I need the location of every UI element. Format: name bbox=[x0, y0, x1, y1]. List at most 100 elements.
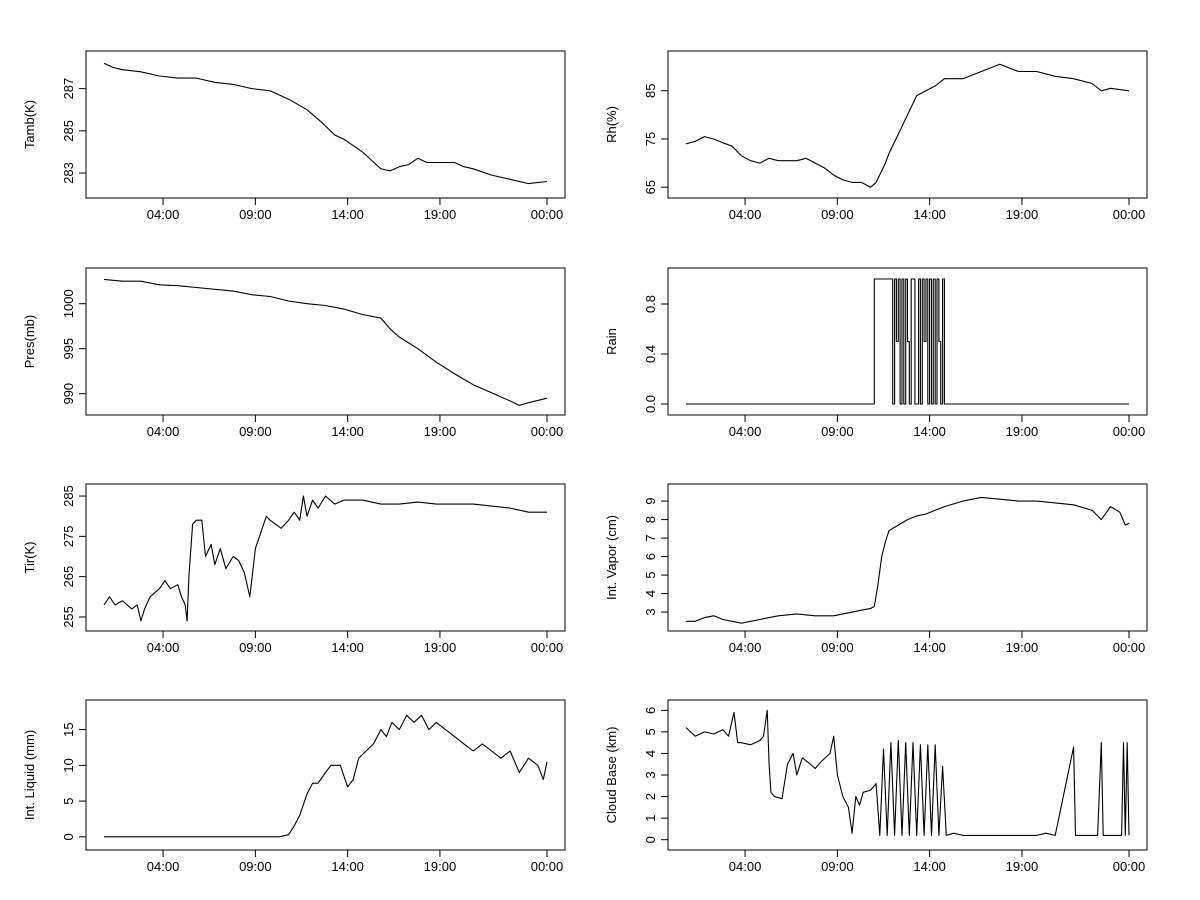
panel-1: 04:00 09:00 14:00 19:00 00:00 283 285 287 Tamb(K… bbox=[22, 50, 566, 222]
x-tick-label: 14:00 bbox=[331, 207, 364, 222]
y-axis-label: Cloud Base (km) bbox=[604, 727, 619, 824]
x-tick-label: 09:00 bbox=[821, 207, 854, 222]
y-tick-label: 5 bbox=[61, 797, 76, 804]
x-tick-label: 04:00 bbox=[729, 859, 762, 874]
y-tick-label: 285 bbox=[61, 120, 76, 142]
plot-frame bbox=[667, 483, 1148, 632]
x-tick-label: 09:00 bbox=[821, 424, 854, 439]
x-tick-label: 04:00 bbox=[147, 859, 180, 874]
series-line bbox=[685, 63, 1130, 188]
x-tick-label: 14:00 bbox=[913, 640, 946, 655]
series-line bbox=[104, 714, 548, 838]
x-tick-label: 14:00 bbox=[331, 859, 364, 874]
x-tick-label: 00:00 bbox=[531, 207, 564, 222]
x-tick-label: 19:00 bbox=[1006, 424, 1039, 439]
y-tick-label: 85 bbox=[643, 84, 658, 98]
y-tick-label: 990 bbox=[61, 383, 76, 405]
x-tick-label: 00:00 bbox=[1113, 640, 1146, 655]
y-tick-label: 10 bbox=[61, 758, 76, 772]
plot-frame bbox=[85, 267, 566, 416]
panel-2: 04:00 09:00 14:00 19:00 00:00 65 75 85 Rh(%) bbox=[604, 50, 1148, 222]
y-tick-label: 0 bbox=[643, 836, 658, 843]
y-tick-label: 283 bbox=[61, 162, 76, 184]
y-axis-label: Tir(K) bbox=[22, 541, 37, 573]
y-axis-label: Rain bbox=[604, 328, 619, 355]
y-tick-label: 3 bbox=[643, 771, 658, 778]
y-tick-label: 0.4 bbox=[643, 345, 658, 363]
y-tick-label: 2 bbox=[643, 793, 658, 800]
y-tick-label: 7 bbox=[643, 534, 658, 541]
y-axis-label: Pres(mb) bbox=[22, 315, 37, 368]
x-tick-label: 19:00 bbox=[1006, 207, 1039, 222]
x-tick-label: 14:00 bbox=[331, 424, 364, 439]
series-line bbox=[103, 278, 548, 406]
x-tick-label: 04:00 bbox=[729, 424, 762, 439]
y-tick-label: 0.8 bbox=[643, 295, 658, 313]
y-tick-label: 5 bbox=[643, 728, 658, 735]
series-line bbox=[685, 709, 1130, 836]
y-tick-label: 275 bbox=[61, 525, 76, 547]
x-tick-label: 09:00 bbox=[239, 424, 272, 439]
panel-8: 04:00 09:00 14:00 19:00 00:00 0 1 2 3 4 5 6 Cloud Ba… bbox=[604, 699, 1148, 874]
y-tick-label: 995 bbox=[61, 338, 76, 360]
y-axis-label: Int. Vapor (cm) bbox=[604, 515, 619, 600]
plot-frame bbox=[667, 267, 1148, 416]
x-tick-label: 04:00 bbox=[147, 640, 180, 655]
y-tick-label: 287 bbox=[61, 78, 76, 100]
series-line bbox=[686, 496, 1130, 624]
x-tick-label: 00:00 bbox=[1113, 207, 1146, 222]
series-line bbox=[103, 62, 548, 185]
y-tick-label: 5 bbox=[643, 571, 658, 578]
panel-4: 04:00 09:00 14:00 19:00 00:00 0.0 0.4 0.8 Rain bbox=[604, 267, 1148, 439]
y-tick-label: 15 bbox=[61, 722, 76, 736]
x-tick-label: 19:00 bbox=[424, 859, 457, 874]
y-tick-label: 9 bbox=[643, 497, 658, 504]
x-tick-label: 09:00 bbox=[821, 640, 854, 655]
x-tick-label: 09:00 bbox=[239, 207, 272, 222]
x-tick-label: 00:00 bbox=[1113, 859, 1146, 874]
x-tick-label: 00:00 bbox=[1113, 424, 1146, 439]
panel-3: 04:00 09:00 14:00 19:00 00:00 990 995 1000 Pres(… bbox=[22, 267, 566, 439]
x-tick-label: 14:00 bbox=[331, 640, 364, 655]
y-tick-label: 3 bbox=[643, 608, 658, 615]
x-tick-label: 04:00 bbox=[147, 424, 180, 439]
x-tick-label: 00:00 bbox=[531, 640, 564, 655]
x-tick-label: 00:00 bbox=[531, 859, 564, 874]
y-tick-label: 1 bbox=[643, 815, 658, 822]
series-line bbox=[686, 278, 1129, 405]
panel-6: 04:00 09:00 14:00 19:00 00:00 3 4 5 6 7 8 9 Int. Vap… bbox=[604, 483, 1148, 655]
y-axis-label: Tamb(K) bbox=[22, 100, 37, 149]
y-tick-label: 4 bbox=[643, 590, 658, 597]
plot-frame bbox=[85, 699, 566, 851]
y-tick-label: 4 bbox=[643, 750, 658, 757]
x-tick-label: 09:00 bbox=[239, 859, 272, 874]
x-tick-label: 04:00 bbox=[729, 640, 762, 655]
y-tick-label: 6 bbox=[643, 707, 658, 714]
x-tick-label: 19:00 bbox=[424, 207, 457, 222]
x-tick-label: 14:00 bbox=[913, 424, 946, 439]
x-tick-label: 04:00 bbox=[147, 207, 180, 222]
x-tick-label: 14:00 bbox=[913, 207, 946, 222]
y-axis-label: Int. Liquid (mm) bbox=[22, 730, 37, 820]
y-tick-label: 265 bbox=[61, 566, 76, 588]
plot-frame bbox=[85, 483, 566, 632]
y-tick-label: 8 bbox=[643, 516, 658, 523]
x-tick-label: 19:00 bbox=[1006, 640, 1039, 655]
x-tick-label: 19:00 bbox=[1006, 859, 1039, 874]
y-tick-label: 1000 bbox=[61, 289, 76, 318]
series-line bbox=[103, 495, 547, 622]
y-tick-label: 285 bbox=[61, 485, 76, 507]
panel-7: 04:00 09:00 14:00 19:00 00:00 0 5 10 15 Int. Liqu… bbox=[22, 699, 566, 874]
plot-frame bbox=[667, 50, 1148, 199]
y-tick-label: 65 bbox=[643, 180, 658, 194]
y-tick-label: 6 bbox=[643, 553, 658, 560]
x-tick-label: 09:00 bbox=[821, 859, 854, 874]
y-tick-label: 0.0 bbox=[643, 395, 658, 413]
panel-5: 04:00 09:00 14:00 19:00 00:00 255 265 275 285 Tir… bbox=[22, 483, 566, 655]
x-tick-label: 19:00 bbox=[424, 424, 457, 439]
y-axis-label: Rh(%) bbox=[604, 106, 619, 143]
x-tick-label: 19:00 bbox=[424, 640, 457, 655]
y-tick-label: 75 bbox=[643, 132, 658, 146]
x-tick-label: 14:00 bbox=[913, 859, 946, 874]
